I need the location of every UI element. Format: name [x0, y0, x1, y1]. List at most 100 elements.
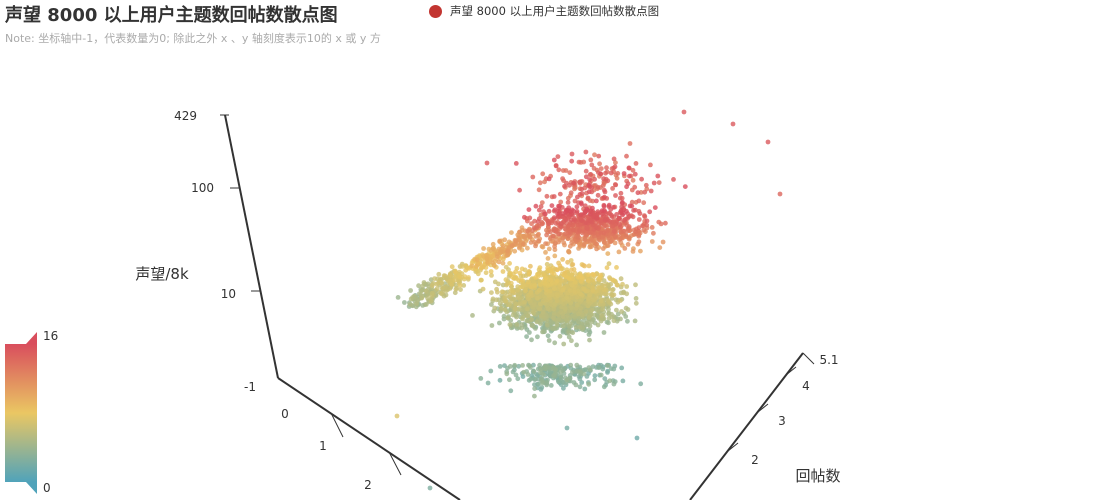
scatter-point[interactable]: [507, 377, 512, 383]
scatter-point[interactable]: [427, 485, 433, 491]
scatter-point[interactable]: [562, 226, 568, 232]
scatter-point[interactable]: [488, 269, 494, 274]
scatter-point[interactable]: [546, 338, 552, 343]
scatter-point[interactable]: [587, 218, 593, 224]
scatter-point[interactable]: [525, 306, 530, 312]
scatter-point[interactable]: [562, 270, 568, 276]
scatter-point[interactable]: [536, 381, 542, 387]
scatter-point[interactable]: [648, 162, 653, 168]
scatter-point[interactable]: [544, 380, 550, 385]
scatter-point[interactable]: [527, 215, 533, 221]
scatter-point[interactable]: [601, 203, 607, 209]
scatter-point[interactable]: [593, 225, 599, 231]
scatter-point[interactable]: [614, 282, 620, 288]
scatter-point[interactable]: [603, 170, 608, 176]
scatter-point[interactable]: [620, 228, 626, 234]
scatter-point[interactable]: [649, 225, 655, 230]
scatter-point[interactable]: [619, 204, 625, 210]
scatter-point[interactable]: [581, 371, 587, 377]
scatter-point[interactable]: [644, 222, 650, 228]
scatter-point[interactable]: [586, 182, 592, 188]
scatter-point[interactable]: [536, 207, 542, 213]
scatter-point[interactable]: [507, 261, 512, 266]
scatter-point[interactable]: [588, 157, 594, 163]
scatter-point[interactable]: [637, 211, 643, 217]
scatter-point[interactable]: [560, 287, 566, 293]
scatter-point[interactable]: [580, 262, 586, 268]
scatter-point[interactable]: [550, 233, 556, 239]
scatter-point[interactable]: [619, 365, 625, 371]
scatter-point[interactable]: [423, 288, 429, 294]
scatter-point[interactable]: [543, 250, 548, 255]
scatter-point[interactable]: [603, 287, 609, 293]
scatter-point[interactable]: [599, 211, 605, 217]
scatter-point[interactable]: [550, 265, 556, 271]
scatter-point[interactable]: [509, 230, 514, 236]
scatter-point[interactable]: [613, 193, 618, 198]
scatter-point[interactable]: [540, 221, 546, 226]
scatter-point[interactable]: [586, 381, 592, 387]
scatter-point[interactable]: [497, 320, 502, 326]
scatter-point[interactable]: [577, 227, 582, 233]
scatter-point[interactable]: [517, 291, 523, 297]
scatter-point[interactable]: [526, 207, 532, 213]
scatter-point[interactable]: [539, 244, 545, 249]
scatter-point[interactable]: [601, 176, 606, 182]
scatter-point[interactable]: [602, 217, 608, 223]
scatter-point[interactable]: [516, 306, 522, 312]
scatter-point[interactable]: [532, 386, 538, 391]
scatter-point[interactable]: [566, 323, 572, 329]
scatter-point[interactable]: [537, 180, 543, 186]
scatter-point[interactable]: [527, 330, 532, 335]
scatter-point[interactable]: [588, 244, 594, 250]
scatter-point[interactable]: [538, 321, 543, 326]
scatter-point[interactable]: [652, 205, 658, 211]
scatter-point[interactable]: [607, 300, 612, 305]
scatter-point[interactable]: [442, 273, 448, 279]
scatter-point[interactable]: [569, 338, 574, 344]
scatter-point[interactable]: [489, 323, 495, 328]
scatter-point[interactable]: [636, 239, 642, 245]
scatter-point[interactable]: [489, 302, 494, 307]
scatter-point[interactable]: [579, 380, 585, 385]
scatter-point[interactable]: [578, 369, 583, 374]
visual-map-min-handle[interactable]: [26, 482, 37, 494]
scatter-point[interactable]: [473, 264, 479, 269]
scatter-point[interactable]: [558, 373, 564, 379]
scatter-point[interactable]: [516, 363, 522, 369]
scatter-point[interactable]: [583, 309, 589, 314]
scatter-point[interactable]: [623, 232, 629, 238]
scatter-point[interactable]: [602, 376, 608, 381]
scatter-point[interactable]: [507, 270, 513, 276]
scatter-point[interactable]: [642, 214, 648, 220]
scatter-point[interactable]: [540, 379, 545, 384]
scatter-point[interactable]: [613, 160, 618, 166]
scatter-point[interactable]: [449, 281, 454, 287]
scatter-point[interactable]: [429, 283, 435, 288]
scatter-point[interactable]: [625, 242, 631, 247]
scatter-point[interactable]: [488, 368, 494, 374]
scatter-point[interactable]: [535, 334, 540, 340]
scatter-point[interactable]: [485, 259, 490, 265]
scatter-point[interactable]: [595, 284, 601, 290]
scatter-point[interactable]: [546, 220, 552, 226]
scatter-point[interactable]: [518, 277, 524, 283]
scatter-point[interactable]: [508, 388, 514, 394]
scatter-point[interactable]: [538, 204, 544, 209]
scatter-point[interactable]: [586, 327, 592, 333]
scatter-point[interactable]: [551, 315, 556, 321]
scatter-point[interactable]: [614, 212, 619, 217]
scatter-point[interactable]: [394, 413, 400, 419]
scatter-point[interactable]: [605, 243, 611, 248]
scatter-point[interactable]: [486, 246, 492, 252]
scatter-point[interactable]: [585, 207, 590, 213]
scatter-point[interactable]: [565, 313, 570, 318]
scatter-point[interactable]: [557, 191, 563, 197]
scatter-point[interactable]: [615, 171, 621, 176]
scatter-point[interactable]: [490, 246, 496, 252]
scatter-point[interactable]: [620, 281, 625, 287]
scatter-point[interactable]: [500, 269, 506, 274]
scatter-point[interactable]: [607, 378, 613, 384]
scatter-point[interactable]: [561, 385, 566, 391]
scatter-point[interactable]: [557, 333, 563, 339]
